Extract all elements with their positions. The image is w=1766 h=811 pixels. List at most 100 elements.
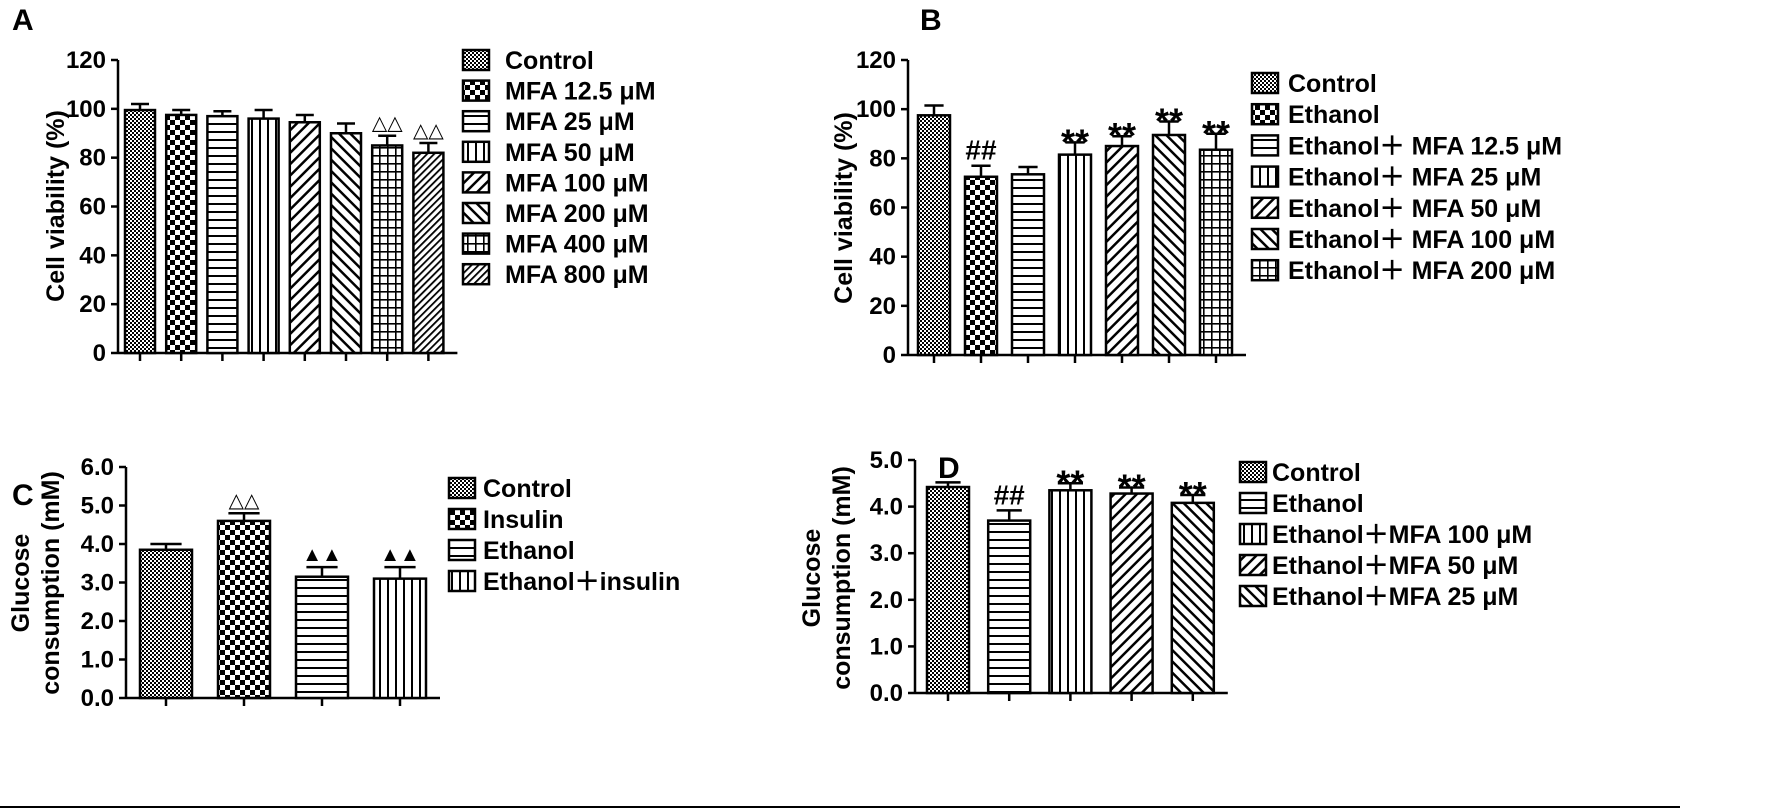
significance-marker: ▲▲ bbox=[380, 544, 420, 566]
bar bbox=[1109, 492, 1154, 695]
legend-label: Control bbox=[483, 475, 572, 503]
bar bbox=[206, 114, 239, 355]
bar bbox=[370, 144, 404, 355]
legend-swatch bbox=[1238, 584, 1268, 608]
bar bbox=[1104, 144, 1140, 357]
y-tick-label: 80 bbox=[79, 145, 106, 172]
bar bbox=[916, 114, 952, 357]
panel-a-cell-viability-chart: 0 20 40 60 80 100 120 Cell viability (%) △△ △△ Con… bbox=[42, 47, 656, 367]
significance-marker: ** bbox=[1179, 474, 1207, 515]
legend-swatch bbox=[447, 476, 477, 500]
y-axis-title-line: Glucose bbox=[7, 534, 35, 633]
legend-label: MFA 800 μM bbox=[505, 261, 649, 289]
bar bbox=[1198, 148, 1234, 357]
legend-swatch bbox=[447, 569, 477, 593]
y-axis-title-line: consumption (mM) bbox=[37, 471, 65, 695]
bar bbox=[329, 132, 363, 355]
y-tick-label: 0 bbox=[93, 340, 106, 367]
legend-swatch bbox=[461, 109, 491, 133]
bar bbox=[1010, 173, 1046, 357]
legend-swatch bbox=[461, 232, 491, 255]
bar bbox=[123, 108, 157, 355]
legend-label: Ethanol＋MFA 25 μM bbox=[1272, 583, 1518, 611]
bar bbox=[372, 577, 428, 700]
legend-label: Ethanol bbox=[1288, 101, 1380, 129]
legend-label: MFA 200 μM bbox=[505, 200, 649, 228]
legend-swatch bbox=[447, 507, 477, 531]
legend-swatch bbox=[1250, 258, 1280, 282]
panel-letter-b: B bbox=[920, 4, 942, 37]
y-tick-label: 0.0 bbox=[81, 685, 114, 712]
y-axis-title-line: Glucose bbox=[798, 529, 826, 628]
y-tick-label: 2.0 bbox=[81, 608, 114, 635]
legend-label: Ethanol＋ MFA 12.5 μM bbox=[1288, 132, 1562, 160]
y-tick-label: 80 bbox=[869, 145, 896, 172]
y-tick-label: 20 bbox=[869, 293, 896, 320]
y-tick-label: 60 bbox=[869, 195, 896, 222]
legend-label: Ethanol＋ MFA 200 μM bbox=[1288, 257, 1555, 285]
y-tick-label: 1.0 bbox=[870, 633, 903, 660]
y-axis-title: Cell viability (%) bbox=[830, 112, 858, 304]
legend-swatch bbox=[461, 79, 491, 102]
significance-marker: ** bbox=[1056, 462, 1084, 503]
legend-swatch bbox=[1250, 165, 1280, 188]
legend-swatch bbox=[461, 140, 491, 164]
y-tick-label: 100 bbox=[66, 96, 106, 123]
y-tick-label: 120 bbox=[66, 47, 106, 74]
y-tick-label: 40 bbox=[79, 242, 106, 269]
legend-label: Ethanol＋insulin bbox=[483, 568, 680, 596]
legend-label: Insulin bbox=[483, 506, 564, 534]
legend-swatch bbox=[1250, 102, 1280, 126]
bar bbox=[963, 175, 999, 357]
bar bbox=[288, 121, 322, 355]
y-tick-label: 3.0 bbox=[870, 540, 903, 567]
legend-swatch bbox=[461, 201, 491, 225]
legend-swatch bbox=[447, 538, 477, 562]
legend-swatch bbox=[1250, 227, 1280, 251]
legend-label: Control bbox=[1272, 459, 1361, 487]
significance-marker: ## bbox=[994, 479, 1026, 510]
legend-label: MFA 100 μM bbox=[505, 169, 649, 197]
y-tick-label: 2.0 bbox=[870, 587, 903, 614]
legend-swatch bbox=[1250, 196, 1280, 220]
legend-label: MFA 50 μM bbox=[505, 139, 635, 167]
y-tick-label: 20 bbox=[79, 291, 106, 318]
y-tick-label: 4.0 bbox=[870, 494, 903, 521]
bar bbox=[1057, 153, 1093, 357]
y-tick-label: 0 bbox=[883, 342, 896, 369]
y-tick-label: 3.0 bbox=[81, 570, 114, 597]
bar bbox=[216, 519, 272, 700]
bar bbox=[1151, 133, 1187, 357]
legend-label: Ethanol＋MFA 100 μM bbox=[1272, 521, 1532, 549]
significance-marker: ** bbox=[1118, 466, 1146, 507]
bar bbox=[1048, 489, 1093, 695]
significance-marker: ** bbox=[1155, 100, 1183, 141]
legend-swatch bbox=[1250, 71, 1280, 95]
y-axis-title-line: consumption (mM) bbox=[828, 466, 856, 690]
legend-label: MFA 25 μM bbox=[505, 108, 635, 136]
legend-swatch bbox=[1238, 460, 1268, 484]
legend-label: Ethanol＋MFA 50 μM bbox=[1272, 552, 1518, 580]
significance-marker: ** bbox=[1202, 113, 1230, 154]
y-axis-title: Cell viability (%) bbox=[42, 110, 70, 302]
bar bbox=[138, 548, 194, 700]
y-tick-label: 4.0 bbox=[81, 531, 114, 558]
significance-marker: △△ bbox=[229, 490, 260, 512]
y-tick-label: 100 bbox=[856, 96, 896, 123]
legend-swatch bbox=[1250, 134, 1280, 157]
significance-marker: ** bbox=[1108, 115, 1136, 156]
panel-letter-a: A bbox=[12, 4, 34, 37]
y-tick-label: 40 bbox=[869, 244, 896, 271]
legend-label: Ethanol＋ MFA 25 μM bbox=[1288, 164, 1541, 192]
y-tick-label: 1.0 bbox=[81, 647, 114, 674]
bar bbox=[1170, 501, 1216, 695]
y-tick-label: 5.0 bbox=[870, 447, 903, 474]
legend-label: Ethanol＋ MFA 50 μM bbox=[1288, 195, 1541, 223]
bar bbox=[247, 117, 280, 355]
bar bbox=[925, 485, 971, 695]
bar bbox=[986, 519, 1032, 695]
panel-letter-c: C bbox=[12, 479, 34, 512]
legend-label: Ethanol bbox=[483, 537, 575, 565]
panel-c-glucose-consumption-chart: 0.0 1.0 2.0 3.0 4.0 5.0 6.0 Glucose consumption … bbox=[7, 454, 680, 712]
